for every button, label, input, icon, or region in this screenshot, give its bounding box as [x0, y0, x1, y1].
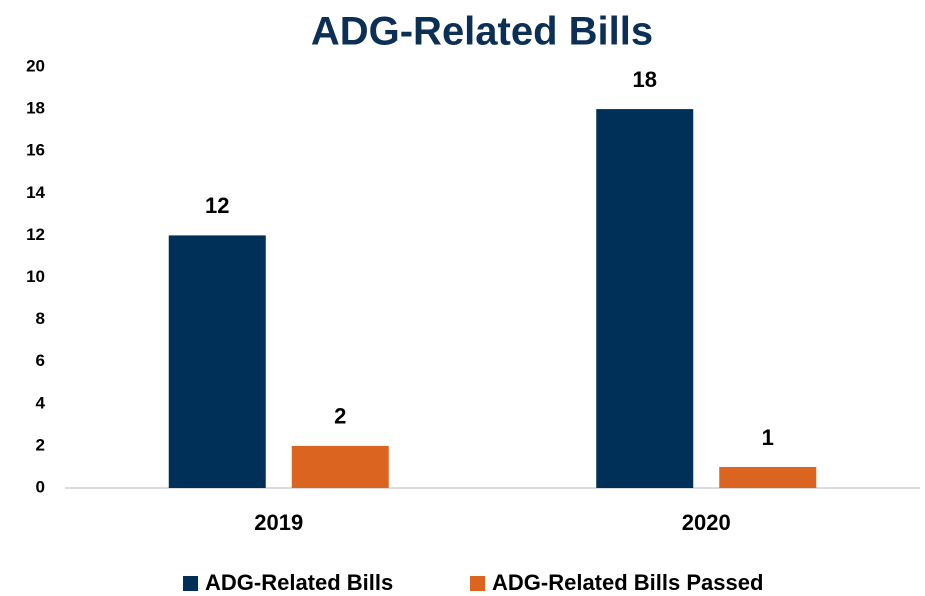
- y-tick-label: 20: [26, 56, 45, 75]
- bar: [291, 445, 389, 488]
- bar: [719, 466, 817, 488]
- legend-label: ADG-Related Bills Passed: [492, 570, 763, 595]
- legend-swatch: [183, 576, 198, 591]
- y-tick-label: 16: [26, 141, 45, 160]
- y-tick-label: 8: [36, 309, 45, 328]
- data-label: 1: [762, 425, 774, 450]
- y-tick-label: 6: [36, 351, 45, 370]
- y-tick-label: 14: [26, 183, 45, 202]
- y-tick-label: 4: [36, 393, 46, 412]
- x-tick-label: 2019: [254, 510, 303, 535]
- data-label: 2: [334, 404, 346, 429]
- chart-title: ADG-Related Bills: [311, 10, 653, 54]
- y-tick-label: 10: [26, 267, 45, 286]
- bar: [596, 109, 694, 488]
- y-tick-label: 18: [26, 99, 45, 118]
- legend-label: ADG-Related Bills: [205, 570, 393, 595]
- y-tick-label: 2: [36, 435, 45, 454]
- y-tick-label: 0: [36, 477, 45, 496]
- data-label: 18: [633, 67, 657, 92]
- legend-swatch: [470, 576, 485, 591]
- x-tick-label: 2020: [682, 510, 731, 535]
- bar: [168, 235, 266, 488]
- y-tick-label: 12: [26, 225, 45, 244]
- data-label: 12: [205, 193, 229, 218]
